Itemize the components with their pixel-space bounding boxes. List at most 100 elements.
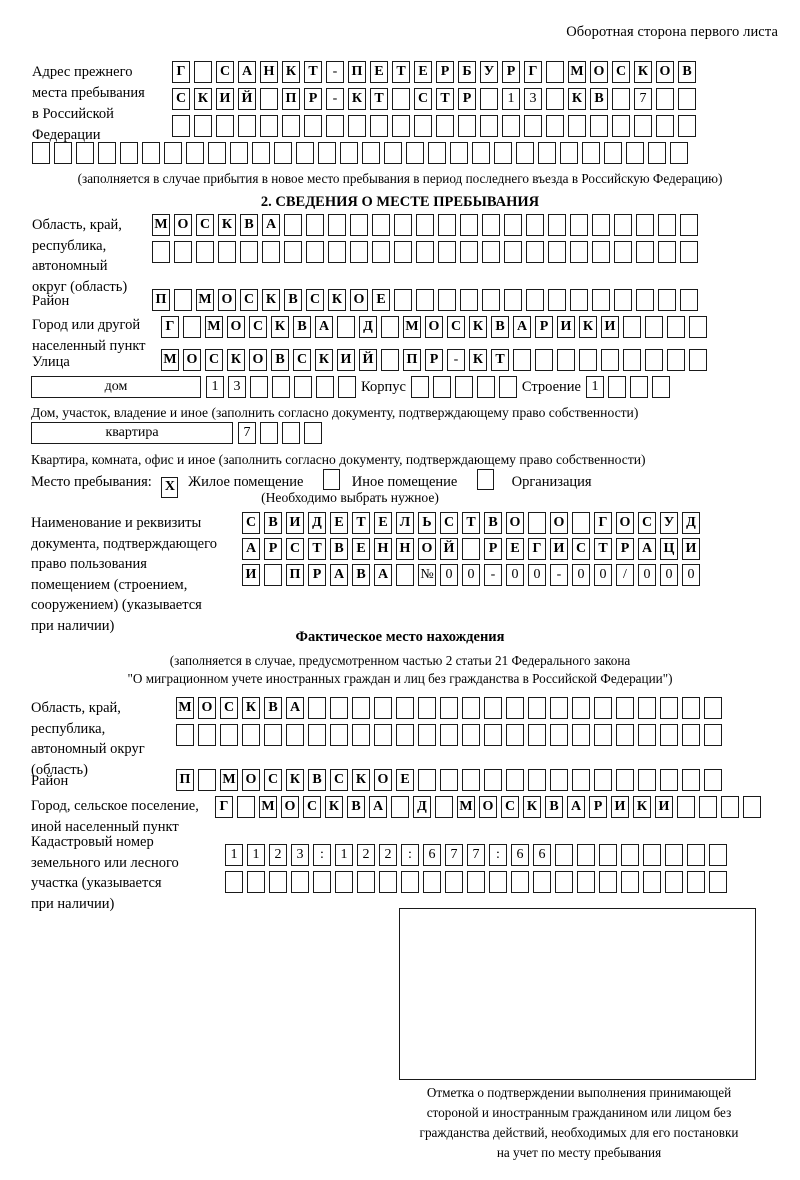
char-cell[interactable]: Г [594, 512, 612, 534]
char-cell[interactable] [680, 289, 698, 311]
char-cell[interactable]: В [271, 349, 289, 371]
char-cell[interactable] [557, 349, 575, 371]
char-cell[interactable] [638, 724, 656, 746]
char-cell[interactable]: М [205, 316, 223, 338]
char-cell[interactable]: С [440, 512, 458, 534]
char-cell[interactable] [616, 769, 634, 791]
char-cell[interactable] [614, 289, 632, 311]
char-cell[interactable] [269, 871, 287, 893]
char-cell[interactable]: М [457, 796, 475, 818]
char-cell[interactable]: О [218, 289, 236, 311]
char-cell[interactable] [272, 376, 290, 398]
char-cell[interactable]: М [220, 769, 238, 791]
char-cell[interactable]: В [484, 512, 502, 534]
char-cell[interactable] [176, 724, 194, 746]
char-cell[interactable]: К [227, 349, 245, 371]
char-cell[interactable] [462, 697, 480, 719]
char-cell[interactable]: - [550, 564, 568, 586]
char-cell[interactable]: И [286, 512, 304, 534]
char-cell[interactable] [458, 115, 476, 137]
char-cell[interactable] [645, 316, 663, 338]
char-cell[interactable] [704, 697, 722, 719]
char-cell[interactable]: Д [682, 512, 700, 534]
char-cell[interactable] [548, 214, 566, 236]
char-cell[interactable] [526, 289, 544, 311]
char-cell[interactable] [381, 349, 399, 371]
char-cell[interactable]: И [557, 316, 575, 338]
char-cell[interactable]: П [403, 349, 421, 371]
char-cell[interactable]: С [447, 316, 465, 338]
char-cell[interactable] [570, 241, 588, 263]
char-cell[interactable] [614, 214, 632, 236]
char-cell[interactable] [98, 142, 116, 164]
char-cell[interactable]: И [550, 538, 568, 560]
char-cell[interactable]: К [579, 316, 597, 338]
char-cell[interactable] [304, 115, 322, 137]
char-cell[interactable]: В [240, 214, 258, 236]
char-cell[interactable]: 2 [379, 844, 397, 866]
char-cell[interactable]: К [325, 796, 343, 818]
char-cell[interactable] [689, 316, 707, 338]
char-cell[interactable] [709, 871, 727, 893]
char-cell[interactable] [384, 142, 402, 164]
char-cell[interactable]: 3 [291, 844, 309, 866]
char-cell[interactable]: В [590, 88, 608, 110]
char-cell[interactable]: Т [370, 88, 388, 110]
char-cell[interactable] [704, 724, 722, 746]
char-cell[interactable] [680, 241, 698, 263]
char-cell[interactable] [445, 871, 463, 893]
char-cell[interactable] [582, 142, 600, 164]
char-cell[interactable] [638, 769, 656, 791]
char-cell[interactable]: О [550, 512, 568, 534]
char-cell[interactable] [313, 871, 331, 893]
char-cell[interactable] [194, 115, 212, 137]
char-cell[interactable]: К [271, 316, 289, 338]
char-cell[interactable] [338, 376, 356, 398]
char-cell[interactable]: Е [330, 512, 348, 534]
char-cell[interactable] [665, 844, 683, 866]
char-cell[interactable]: В [545, 796, 563, 818]
char-cell[interactable]: Н [396, 538, 414, 560]
checkbox-organization[interactable] [476, 469, 494, 490]
char-cell[interactable] [294, 376, 312, 398]
char-cell[interactable]: В [352, 564, 370, 586]
char-cell[interactable] [560, 142, 578, 164]
korpus-cells[interactable] [410, 376, 521, 398]
char-cell[interactable] [392, 88, 410, 110]
char-cell[interactable] [381, 316, 399, 338]
char-cell[interactable] [506, 724, 524, 746]
char-cell[interactable] [604, 142, 622, 164]
char-cell[interactable] [636, 241, 654, 263]
char-cell[interactable] [636, 214, 654, 236]
char-cell[interactable] [743, 796, 761, 818]
char-cell[interactable] [645, 349, 663, 371]
char-cell[interactable]: К [315, 349, 333, 371]
char-cell[interactable] [418, 724, 436, 746]
char-cell[interactable] [687, 844, 705, 866]
char-cell[interactable]: Т [462, 512, 480, 534]
char-cell[interactable] [528, 697, 546, 719]
char-cell[interactable]: О [227, 316, 245, 338]
char-cell[interactable] [318, 142, 336, 164]
char-cell[interactable] [462, 538, 480, 560]
char-cell[interactable] [513, 349, 531, 371]
char-cell[interactable] [308, 724, 326, 746]
char-cell[interactable] [379, 871, 397, 893]
char-cell[interactable]: 0 [528, 564, 546, 586]
char-cell[interactable] [284, 214, 302, 236]
char-cell[interactable]: О [198, 697, 216, 719]
char-cell[interactable]: А [330, 564, 348, 586]
char-cell[interactable] [476, 376, 495, 398]
char-cell[interactable] [634, 115, 652, 137]
char-cell[interactable] [462, 769, 480, 791]
char-cell[interactable]: Й [440, 538, 458, 560]
char-cell[interactable] [524, 115, 542, 137]
char-cell[interactable]: - [447, 349, 465, 371]
char-cell[interactable] [498, 376, 517, 398]
